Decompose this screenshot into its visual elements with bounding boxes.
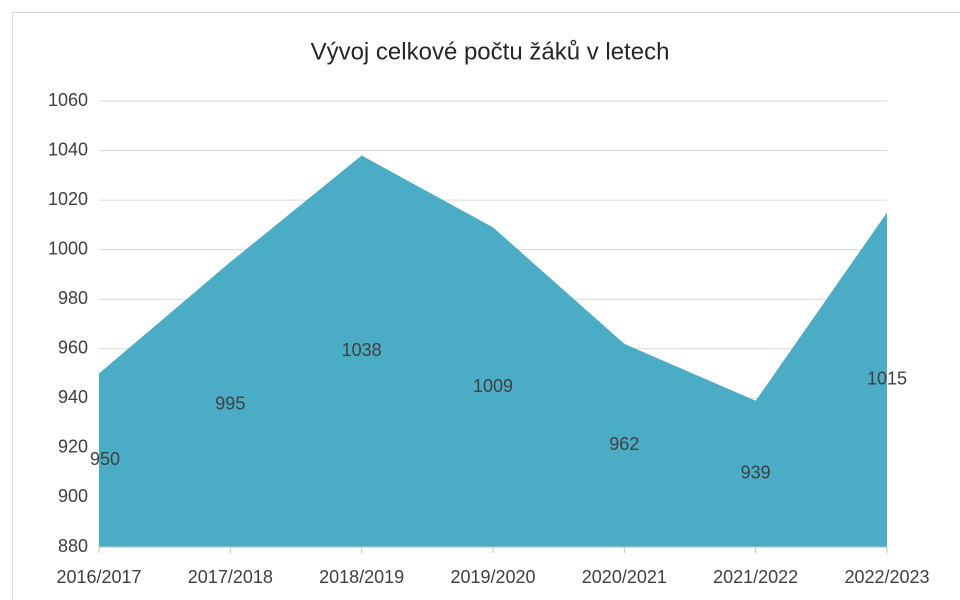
data-label: 1038	[342, 340, 382, 360]
data-label: 1009	[473, 376, 513, 396]
data-label: 950	[90, 449, 120, 469]
y-tick-label: 1040	[48, 139, 88, 159]
y-tick-label: 940	[58, 387, 88, 407]
x-tick-label: 2018/2019	[319, 567, 404, 587]
x-tick-label: 2020/2021	[582, 567, 667, 587]
y-tick-label: 1020	[48, 189, 88, 209]
x-tick-label: 2016/2017	[56, 567, 141, 587]
y-tick-label: 1060	[48, 90, 88, 110]
data-label: 939	[741, 463, 771, 483]
data-label: 962	[609, 434, 639, 454]
y-tick-label: 900	[58, 486, 88, 506]
y-tick-label: 980	[58, 288, 88, 308]
y-tick-label: 960	[58, 338, 88, 358]
x-tick-label: 2022/2023	[844, 567, 929, 587]
x-tick-label: 2017/2018	[188, 567, 273, 587]
chart-title: Vývoj celkové počtu žáků v letech	[311, 38, 670, 65]
y-tick-label: 880	[58, 536, 88, 556]
x-tick-label: 2019/2020	[450, 567, 535, 587]
area	[99, 155, 887, 547]
data-label: 1015	[867, 369, 907, 389]
y-tick-label: 1000	[48, 238, 88, 258]
data-label: 995	[215, 393, 245, 413]
x-tick-label: 2021/2022	[713, 567, 798, 587]
y-tick-label: 920	[58, 437, 88, 457]
